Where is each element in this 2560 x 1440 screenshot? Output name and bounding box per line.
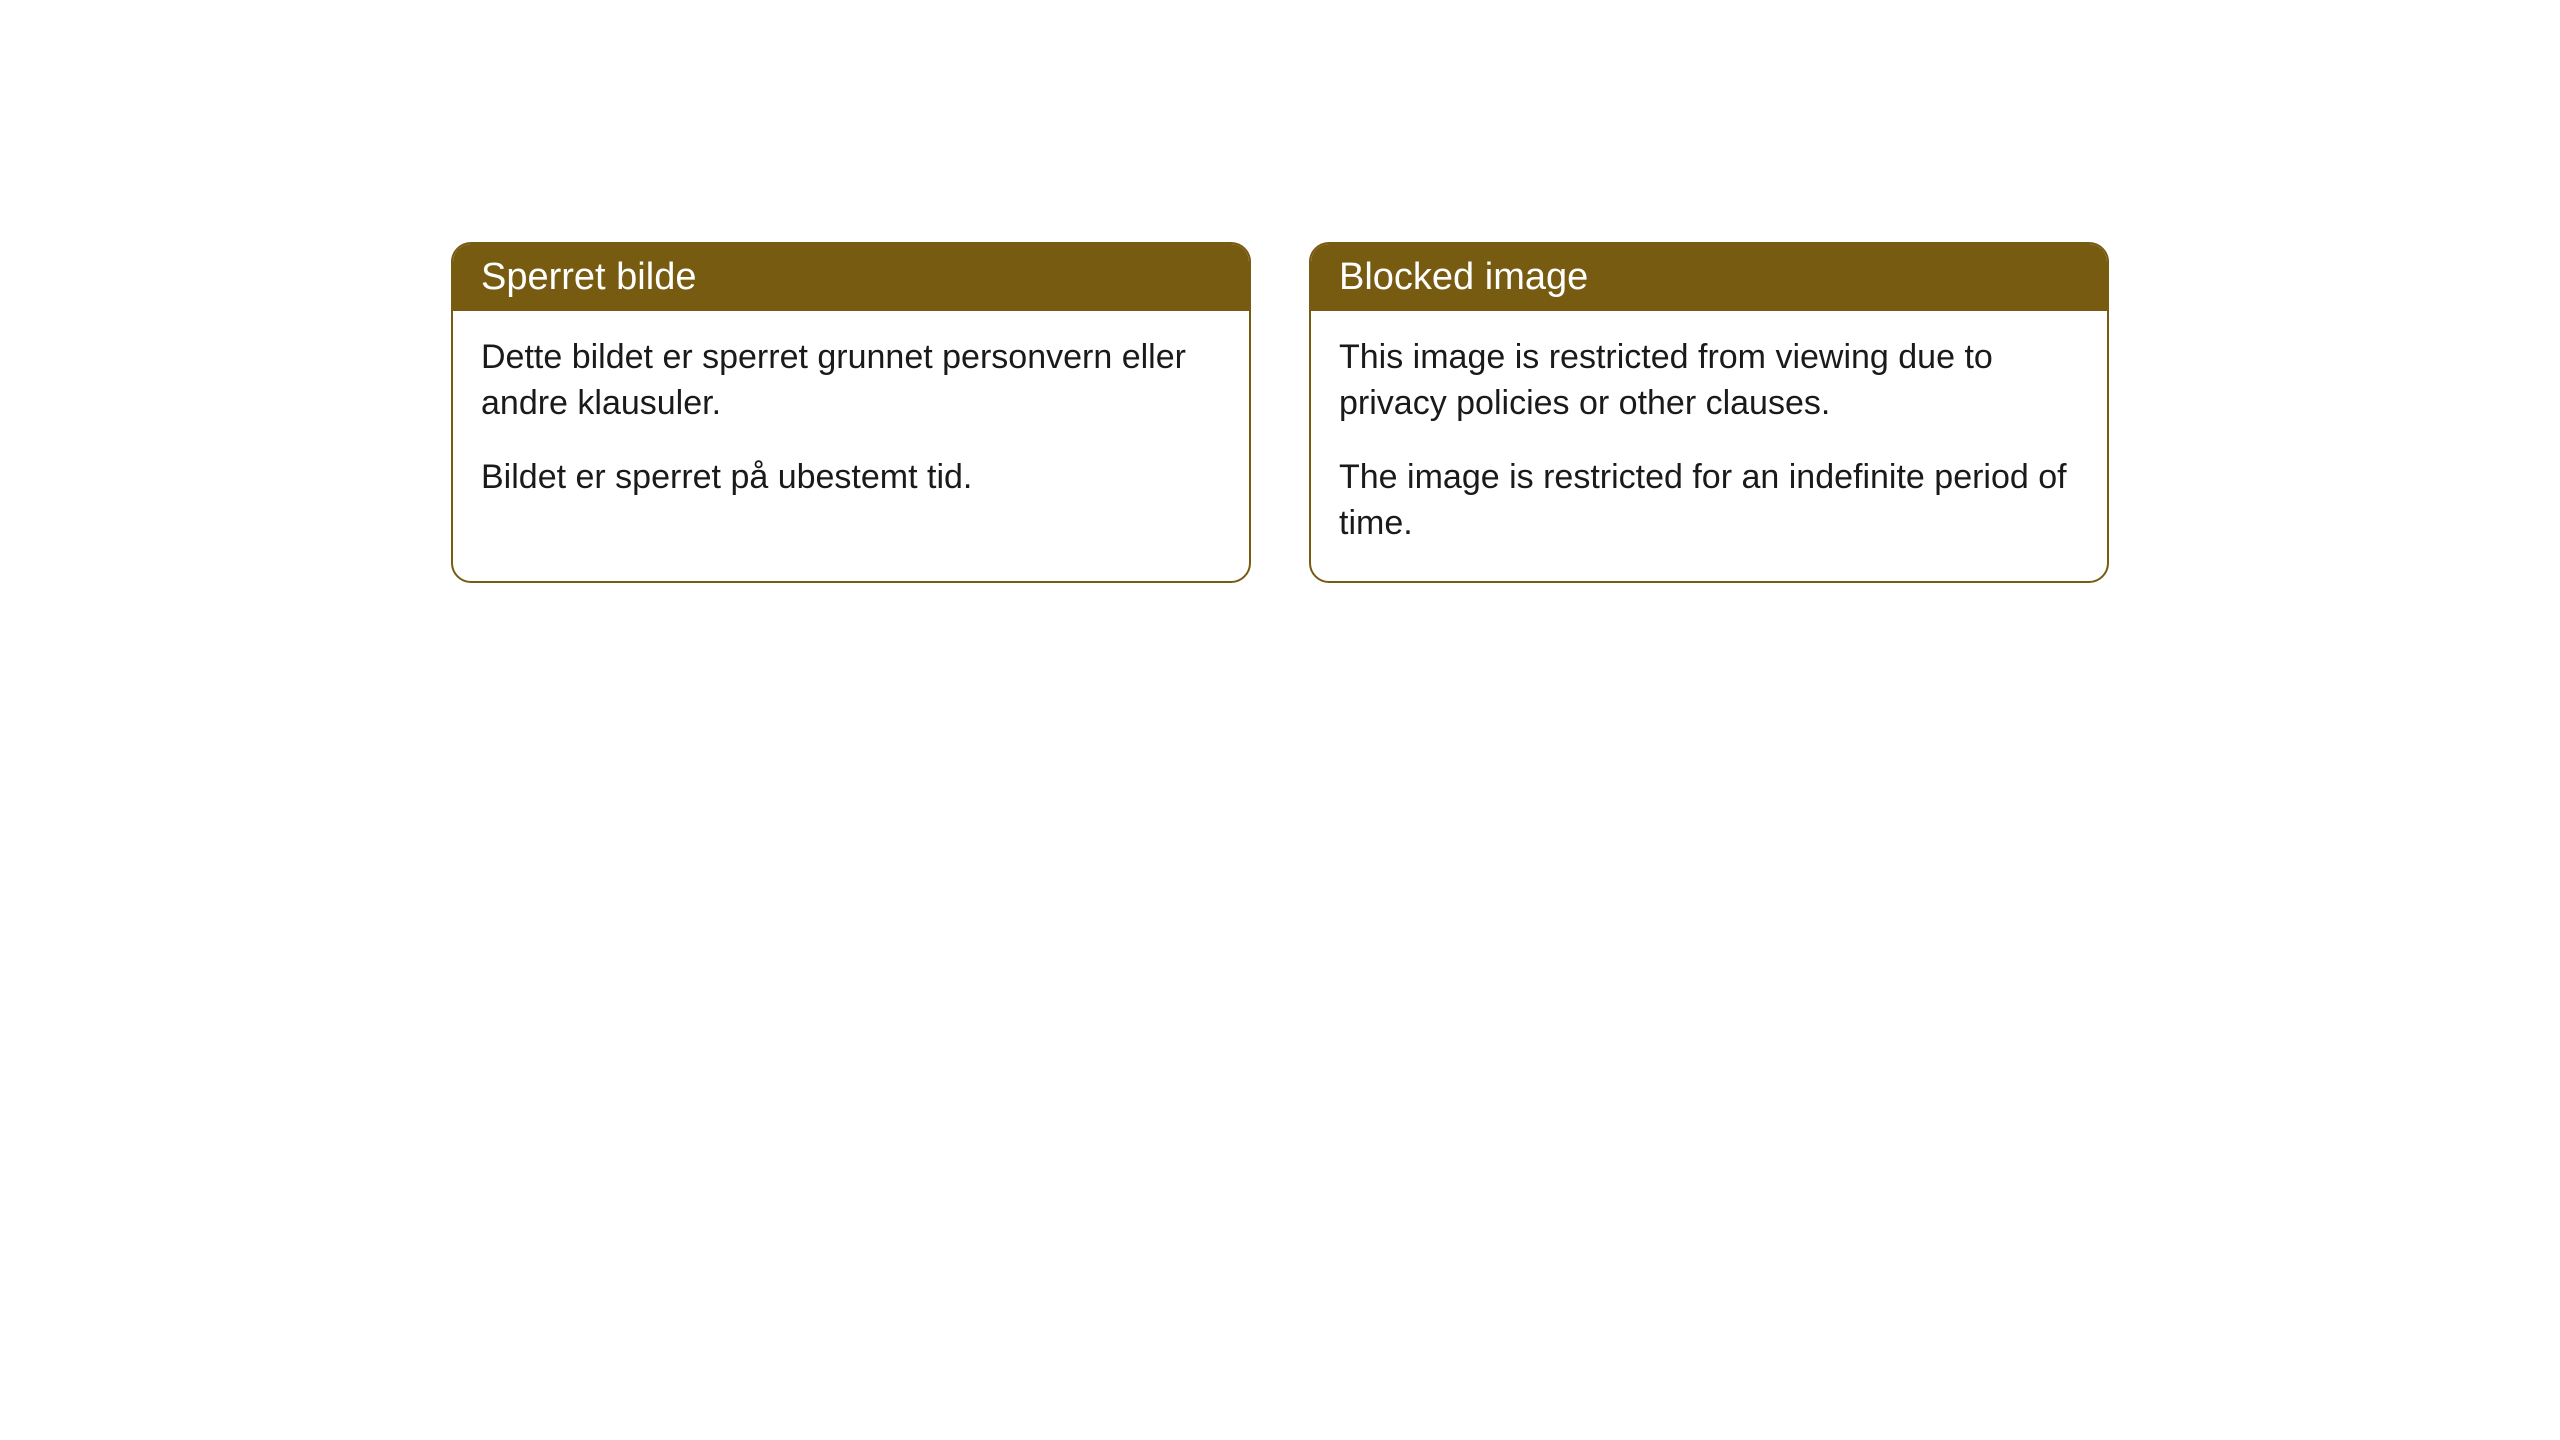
card-paragraph-2-en: The image is restricted for an indefinit…	[1339, 455, 2079, 547]
card-header-en: Blocked image	[1311, 244, 2107, 311]
card-paragraph-2-no: Bildet er sperret på ubestemt tid.	[481, 455, 1221, 501]
card-header-no: Sperret bilde	[453, 244, 1249, 311]
card-title-no: Sperret bilde	[481, 256, 696, 298]
cards-container: Sperret bilde Dette bildet er sperret gr…	[451, 242, 2560, 583]
card-paragraph-1-en: This image is restricted from viewing du…	[1339, 335, 2079, 427]
card-paragraph-1-no: Dette bildet er sperret grunnet personve…	[481, 335, 1221, 427]
card-body-no: Dette bildet er sperret grunnet personve…	[453, 311, 1249, 535]
blocked-image-card-en: Blocked image This image is restricted f…	[1309, 242, 2109, 583]
blocked-image-card-no: Sperret bilde Dette bildet er sperret gr…	[451, 242, 1251, 583]
card-title-en: Blocked image	[1339, 256, 1588, 298]
card-body-en: This image is restricted from viewing du…	[1311, 311, 2107, 581]
